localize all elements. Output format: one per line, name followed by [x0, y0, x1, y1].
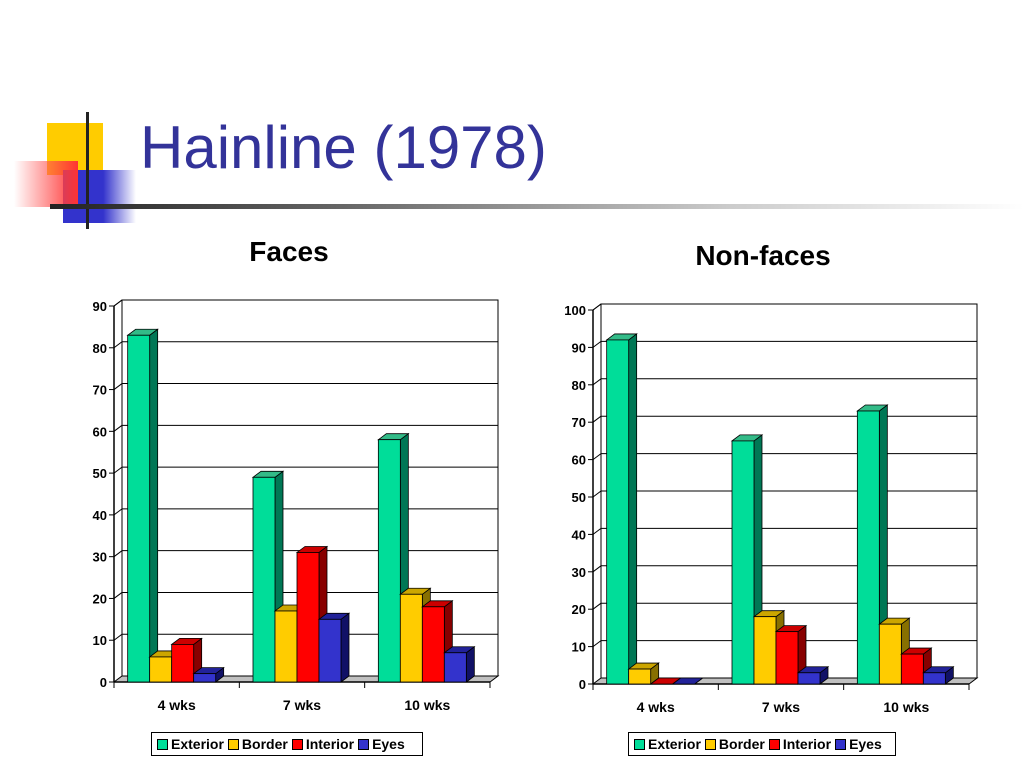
faces-grid-diag	[113, 592, 123, 599]
non-faces-bar-eyes-7-wks	[796, 665, 830, 685]
legend-label: Interior	[305, 736, 355, 752]
non-faces-bar-interior-10-wks	[900, 647, 933, 685]
faces-y-tick-label: 10	[93, 633, 107, 648]
non-faces-category-label: 4 wks	[637, 699, 675, 715]
non-faces-grid-diag	[592, 602, 602, 610]
faces-grid-diag	[113, 466, 123, 474]
non-faces-grid-diag	[592, 490, 602, 498]
non-faces-bar-eyes-4-wks	[671, 677, 704, 685]
non-faces-category-label: 7 wks	[762, 699, 800, 715]
legend-item-border: Border	[704, 736, 765, 752]
legend-swatch	[291, 738, 303, 750]
legend-item-exterior: Exterior	[634, 736, 701, 752]
legend-label: Eyes	[849, 736, 882, 752]
faces-bar-exterior-4-wks	[126, 328, 159, 683]
legend-label: Interior	[782, 736, 832, 752]
deco-vertical-line	[86, 112, 89, 229]
legend-swatch	[768, 738, 780, 750]
non-faces-grid-diag	[592, 640, 602, 648]
non-faces-y-tick-label: 80	[572, 378, 586, 393]
faces-y-tick-label: 0	[100, 675, 107, 690]
faces-bar-interior-4-wks	[170, 637, 203, 683]
non-faces-bar-exterior-10-wks	[856, 404, 889, 685]
legend-swatch	[835, 738, 847, 750]
legend-item-interior: Interior	[768, 736, 832, 752]
non-faces-bar-border-4-wks	[627, 662, 660, 685]
faces-grid-diag	[113, 341, 123, 349]
legend-item-eyes: Eyes	[835, 736, 882, 752]
non-faces-grid-diag	[592, 341, 602, 348]
faces-y-tick-label: 50	[93, 466, 107, 481]
slide-title: Hainline (1978)	[140, 114, 547, 181]
legend-swatch	[704, 738, 716, 750]
legend-label: Border	[718, 736, 765, 752]
faces-grid-diag	[113, 550, 123, 558]
non-faces-bar-eyes-10-wks	[922, 665, 955, 685]
non-faces-y-tick-label: 50	[572, 490, 586, 505]
non-faces-y-tick-label: 60	[572, 453, 586, 468]
legend-label: Border	[241, 736, 288, 752]
faces-y-tick-label: 90	[93, 299, 107, 314]
faces-category-label: 7 wks	[283, 697, 321, 713]
chart-faces: 0 10 20 30 40 50 60 70 80 90 4 wks 7 wks 10 wks	[93, 299, 500, 713]
faces-y-tick-label: 20	[93, 591, 107, 606]
faces-y-tick-label: 70	[93, 383, 107, 398]
faces-grid-diag	[113, 424, 123, 432]
faces-axis-corner	[113, 299, 123, 307]
deco-red-square	[14, 161, 78, 207]
non-faces-y-tick-label: 90	[572, 340, 586, 355]
non-faces-category-label: 10 wks	[883, 699, 929, 715]
non-faces-grid-diag	[592, 378, 602, 386]
chart-non-faces: 0 10 20 30 40 50 60 70 80 90 100 4 wks 7 wks 10 wks	[564, 303, 979, 715]
non-faces-y-tick-label: 20	[572, 602, 586, 617]
title-underline	[50, 204, 1024, 209]
legend-item-interior: Interior	[291, 736, 355, 752]
faces-y-tick-label: 60	[93, 424, 107, 439]
non-faces-y-tick-label: 40	[572, 527, 586, 542]
chart-title-faces: Faces	[249, 236, 329, 267]
non-faces-axis-corner	[592, 303, 602, 311]
legend-item-exterior: Exterior	[157, 736, 224, 752]
faces-grid-diag	[113, 383, 123, 390]
legend-faces: Exterior Border Interior Eyes	[151, 732, 423, 756]
faces-grid-diag	[113, 508, 123, 516]
faces-bar-eyes-10-wks	[443, 645, 476, 683]
legend-non-faces: Exterior Border Interior Eyes	[628, 732, 896, 756]
legend-label: Exterior	[648, 736, 701, 752]
non-faces-grid-diag	[592, 453, 602, 461]
legend-item-border: Border	[227, 736, 288, 752]
non-faces-bar-exterior-4-wks	[605, 333, 638, 685]
non-faces-grid-diag	[592, 565, 602, 573]
chart-title-non-faces: Non-faces	[695, 240, 831, 271]
faces-y-tick-label: 30	[93, 550, 107, 565]
non-faces-grid-diag	[592, 415, 602, 423]
legend-label: Eyes	[372, 736, 405, 752]
non-faces-y-tick-label: 0	[579, 677, 586, 692]
non-faces-y-tick-label: 70	[572, 415, 586, 430]
legend-swatch	[358, 738, 370, 750]
faces-y-tick-label: 80	[93, 341, 107, 356]
non-faces-y-tick-label: 100	[564, 303, 586, 318]
faces-bar-eyes-4-wks	[192, 666, 225, 683]
non-faces-y-tick-label: 10	[572, 640, 586, 655]
faces-category-label: 10 wks	[404, 697, 450, 713]
legend-item-eyes: Eyes	[358, 736, 405, 752]
legend-label: Exterior	[171, 736, 224, 752]
legend-swatch	[157, 738, 168, 750]
legend-swatch	[634, 738, 645, 750]
faces-y-tick-label: 40	[93, 508, 107, 523]
faces-bar-eyes-7-wks	[317, 612, 351, 683]
faces-grid-diag	[113, 633, 123, 641]
non-faces-grid-diag	[592, 527, 602, 535]
non-faces-y-tick-label: 30	[572, 565, 586, 580]
faces-category-label: 4 wks	[158, 697, 196, 713]
legend-swatch	[227, 738, 239, 750]
